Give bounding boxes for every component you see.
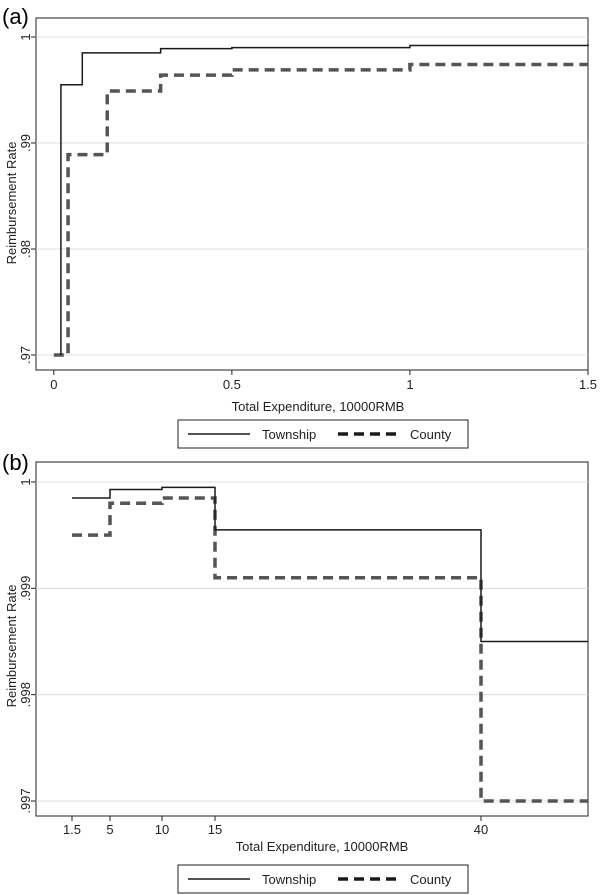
panel-b: (b) Reimbursement Rate Total Expenditure… [2,450,589,894]
panel-a-legend: Township County [177,419,469,449]
panel-a-legend-county-label: County [410,427,452,442]
panel-b-legend: Township County [177,864,469,894]
panel-a-y-tick-label: .99 [18,134,33,152]
panel-a-x-tick-label: 1 [406,377,413,392]
panel-b-label: (b) [2,450,29,475]
panel-b-plot-frame [35,461,589,817]
panel-a-y-tick-label: .98 [18,240,33,258]
panel-a-township-series-line [60,44,589,355]
panel-a-legend-township-label: Township [262,427,316,442]
panel-b-township-series-line [72,486,588,643]
panel-b-legend-township-label: Township [262,872,316,887]
panel-b-y-tick-label: 1 [18,478,33,485]
panel-b-y-tick-label: .999 [18,576,33,601]
panel-b-y-tick-label: .998 [18,682,33,707]
panel-a-x-tick-label: 0.5 [223,377,241,392]
panel-a-x-axis-title: Total Expenditure, 10000RMB [232,399,405,414]
panel-a-plot-frame [35,17,589,371]
panel-a-label: (a) [2,4,29,29]
panel-b-y-tick-label: .997 [18,788,33,813]
panel-b-x-tick-label: 40 [474,822,488,837]
panel-b-legend-county-label: County [410,872,452,887]
panel-a-county-series-line [53,62,588,357]
panel-b-plot-area: .997 .998 .999 1 1.5 5 10 15 40 [18,461,589,837]
panel-a-plot-area: .97 .98 .99 1 0 0.5 1 1.5 [18,17,597,392]
panel-a-legend-box [177,419,469,449]
panel-b-x-tick-label: 15 [208,822,222,837]
panel-a-y-tick-label: 1 [18,33,33,40]
panel-b-x-tick-label: 10 [155,822,169,837]
panel-b-x-tick-label: 5 [106,822,113,837]
panel-a-y-tick-label: .97 [18,346,33,364]
panel-b-county-series-line [72,496,588,803]
panel-a: (a) Reimbursement Rate Total Expenditure… [2,4,597,449]
panel-a-x-tick-label: 0 [50,377,57,392]
panel-b-y-axis-title: Reimbursement Rate [4,585,19,708]
panel-b-x-axis-title: Total Expenditure, 10000RMB [236,839,409,854]
panel-b-x-tick-label: 1.5 [63,822,81,837]
panel-a-y-axis-title: Reimbursement Rate [4,142,19,265]
panel-a-x-tick-label: 1.5 [579,377,597,392]
